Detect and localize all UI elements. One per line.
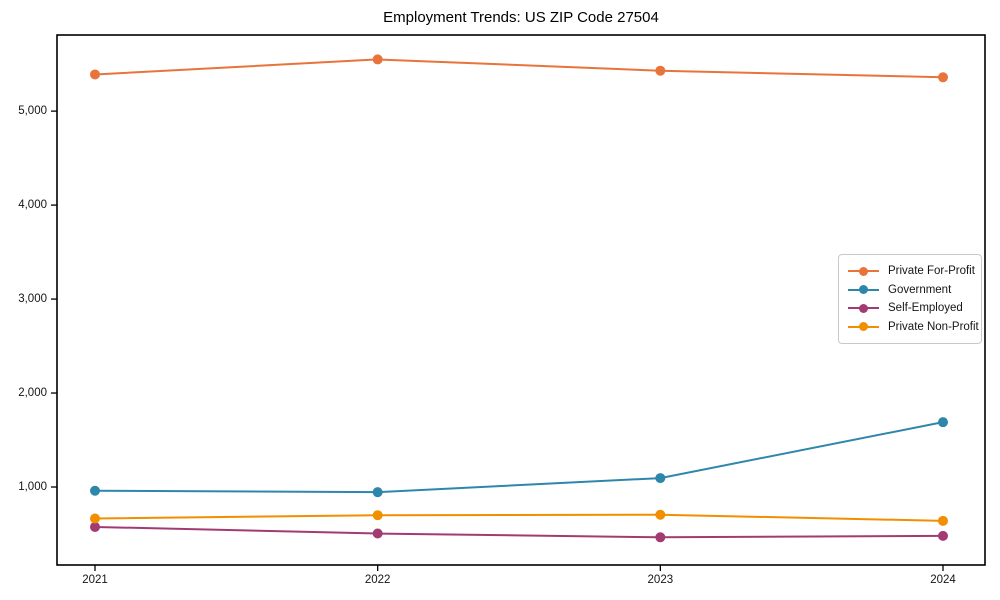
legend-marker-icon [848,322,879,332]
legend-dot [859,303,868,313]
y-tick-label: 5,000 [18,105,47,118]
data-point-government-2021 [90,485,100,496]
plot-frame [56,34,986,566]
data-point-government-2024 [938,417,948,428]
legend-label: Private Non-Profit [888,320,979,333]
legend-dot [859,285,868,295]
series-line-private-non-profit [94,513,944,522]
legend-item-private-non-profit: Private Non-Profit [848,318,979,337]
series-line-private-for-profit [94,58,944,79]
data-point-private-for-profit-2023 [655,65,666,76]
data-point-private-non-profit-2022 [372,510,383,521]
legend-item-self-employed: Self-Employed [848,299,972,318]
y-tick-label: 3,000 [18,293,47,306]
legend-label: Private For-Profit [888,265,975,278]
legend-marker-icon [848,285,879,295]
x-tick-label: 2024 [930,574,956,586]
chart-title: Employment Trends: US ZIP Code 27504 [383,9,659,26]
series-line-government [94,421,944,494]
data-point-self-employed-2024 [938,530,948,541]
data-point-private-non-profit-2024 [938,515,948,526]
y-tick-label: 2,000 [18,387,47,400]
legend-dot [859,266,868,276]
data-point-self-employed-2022 [372,528,383,539]
legend-dot [859,322,868,332]
data-point-private-non-profit-2021 [90,513,100,524]
x-tick-label: 2022 [364,574,391,586]
legend-item-government: Government [848,281,972,300]
data-point-government-2023 [655,473,666,484]
data-point-self-employed-2023 [655,532,666,543]
y-tick-label: 4,000 [18,199,47,212]
legend-marker-icon [848,266,879,276]
y-tick-label: 1,000 [18,481,47,493]
data-point-private-for-profit-2024 [938,72,948,83]
data-point-private-for-profit-2021 [90,69,100,80]
legend-label: Self-Employed [888,302,963,315]
data-point-private-non-profit-2023 [655,509,666,520]
legend-marker-icon [848,303,879,313]
data-point-private-for-profit-2022 [372,54,383,65]
legend-item-private-for-profit: Private For-Profit [848,262,975,281]
legend: Private For-Profit Government Self-Employe… [838,254,982,344]
data-point-government-2022 [372,487,383,498]
legend-label: Government [888,283,952,296]
series-line-self-employed [94,525,944,539]
x-tick-label: 2021 [82,574,108,586]
data-point-self-employed-2021 [90,521,100,532]
x-tick-label: 2023 [647,574,674,586]
